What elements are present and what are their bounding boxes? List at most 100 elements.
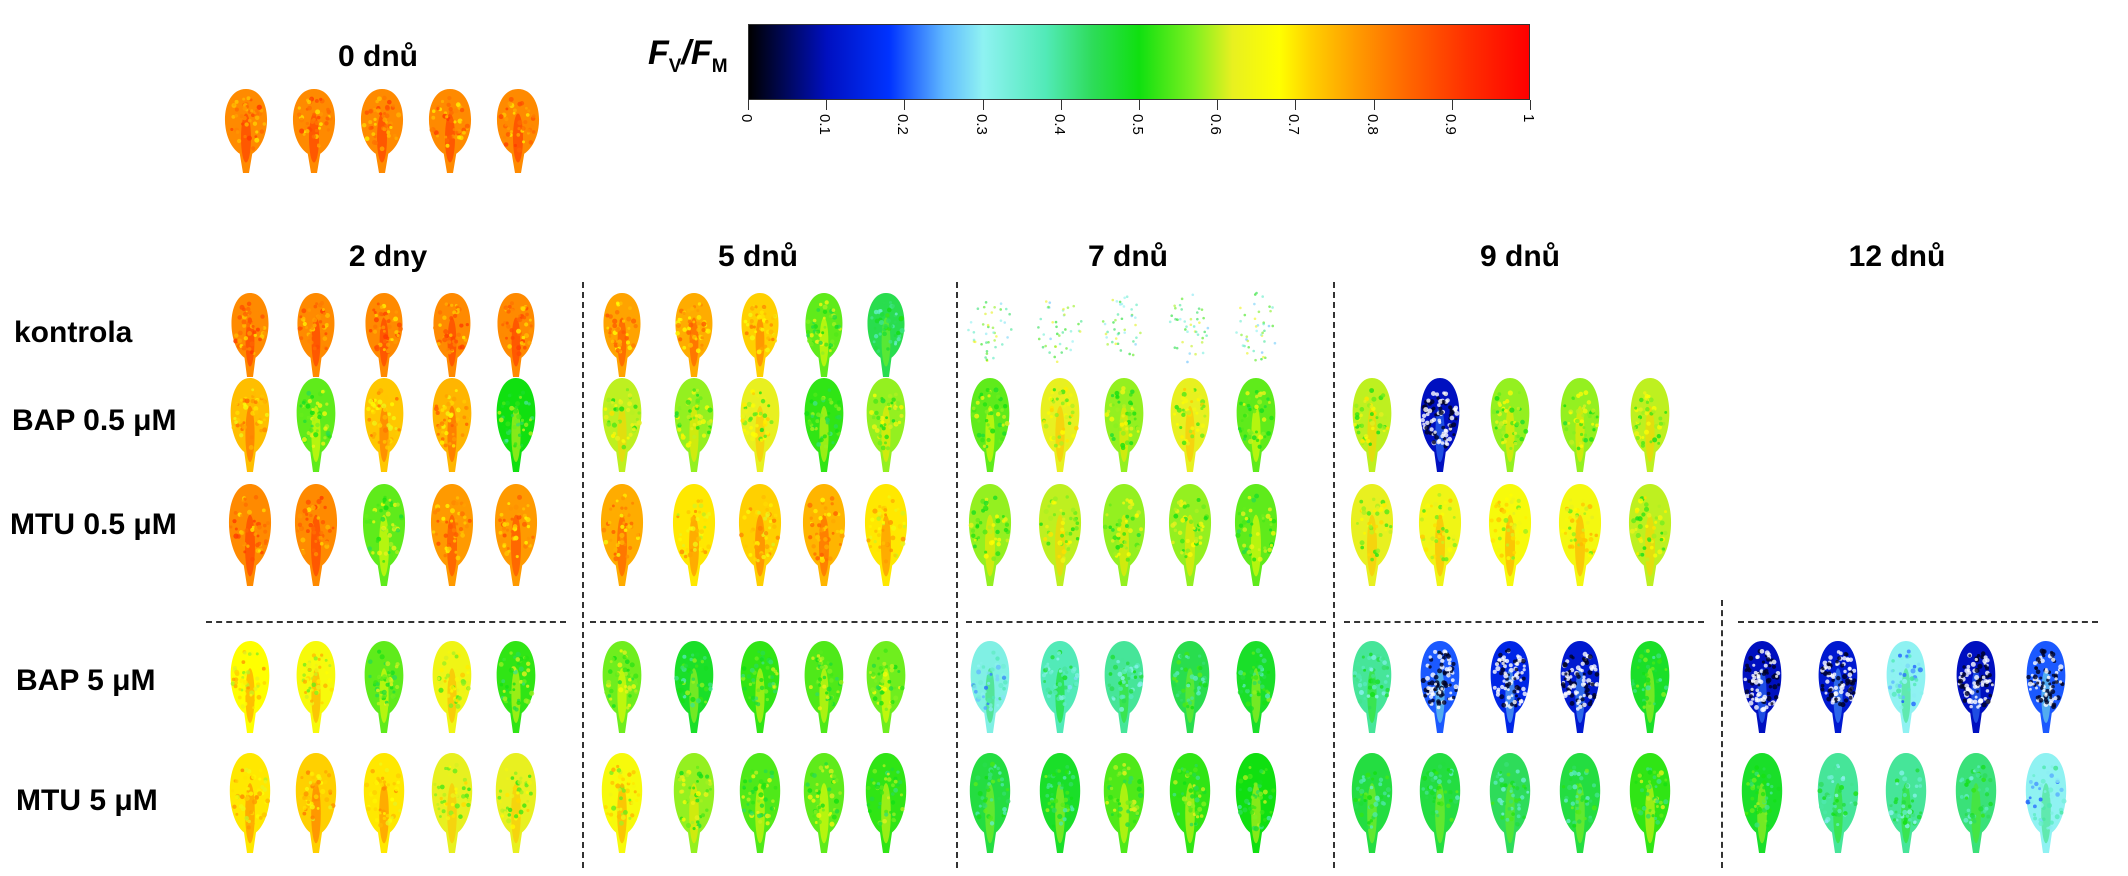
row-label-bap-low: BAP 0.5 μM	[12, 404, 177, 437]
leaf-day0	[292, 89, 336, 173]
leaf-4-2-2	[1103, 753, 1145, 853]
leaf-1-3-4	[1630, 378, 1670, 472]
leaf-3-1-4	[866, 641, 906, 733]
leaf-2-1-3	[802, 484, 846, 586]
separator-horizontal	[966, 621, 1326, 623]
leaf-3-2-3	[1170, 641, 1210, 733]
separator-vertical	[1333, 282, 1335, 868]
separator-vertical	[1721, 600, 1723, 868]
leaf-3-0-0	[230, 641, 270, 733]
leaf-2-2-0	[968, 484, 1012, 586]
leaf-2-1-2	[738, 484, 782, 586]
leaf-day0	[496, 89, 540, 173]
leaf-1-0-3	[432, 378, 472, 472]
colorbar-tick	[1139, 100, 1140, 110]
leaf-3-1-0	[602, 641, 642, 733]
leaf-0-1-3	[805, 293, 843, 377]
leaf-3-3-2	[1490, 641, 1530, 733]
leaf-1-0-1	[296, 378, 336, 472]
leaf-3-2-2	[1104, 641, 1144, 733]
leaf-3-4-1	[1818, 641, 1858, 733]
leaf-day0	[224, 89, 268, 173]
leaf-1-0-4	[496, 378, 536, 472]
leaf-4-2-1	[1039, 753, 1081, 853]
leaf-0-0-4	[497, 293, 535, 377]
leaf-4-3-0	[1351, 753, 1393, 853]
leaf-1-3-1	[1420, 378, 1460, 472]
leaf-2-0-1	[294, 484, 338, 586]
leaf-2-1-4	[864, 484, 908, 586]
leaf-0-1-1	[675, 293, 713, 377]
leaf-0-2-4	[1235, 291, 1277, 362]
leaf-2-3-2	[1488, 484, 1532, 586]
colorbar-tick	[982, 100, 984, 110]
leaf-1-2-2	[1104, 378, 1144, 472]
separator-vertical	[956, 282, 958, 868]
leaf-3-0-4	[496, 641, 536, 733]
leaf-3-4-2	[1886, 641, 1926, 733]
leaf-2-1-1	[672, 484, 716, 586]
leaf-4-2-4	[1235, 753, 1277, 853]
leaf-1-2-0	[970, 378, 1010, 472]
leaf-2-0-0	[228, 484, 272, 586]
leaf-4-1-3	[803, 753, 845, 853]
column-header-12-days: 12 dnů	[1848, 240, 1946, 273]
leaf-1-3-2	[1490, 378, 1530, 472]
initial-header: 0 dnů	[338, 40, 418, 73]
leaf-2-0-3	[430, 484, 474, 586]
leaf-4-1-1	[673, 753, 715, 853]
colorbar-tick	[904, 100, 906, 110]
leaf-1-1-3	[804, 378, 844, 472]
leaf-1-2-1	[1040, 378, 1080, 472]
leaf-3-0-3	[432, 641, 472, 733]
column-header-5-days: 5 dnů	[718, 240, 798, 273]
leaf-3-0-2	[364, 641, 404, 733]
leaf-0-2-3	[1168, 293, 1210, 364]
leaf-3-3-1	[1420, 641, 1460, 733]
leaf-0-0-2	[365, 293, 403, 377]
leaf-4-4-2	[1885, 753, 1927, 853]
leaf-3-3-0	[1352, 641, 1392, 733]
leaf-4-4-4	[2025, 753, 2067, 853]
leaf-4-2-3	[1169, 753, 1211, 853]
leaf-3-2-0	[970, 641, 1010, 733]
leaf-0-2-2	[1101, 295, 1142, 357]
column-header-9-days: 9 dnů	[1480, 240, 1560, 273]
leaf-4-1-0	[601, 753, 643, 853]
row-label-mtu-low: MTU 0.5 μM	[10, 508, 177, 541]
leaf-3-1-3	[804, 641, 844, 733]
separator-horizontal	[206, 621, 566, 623]
leaf-3-3-3	[1560, 641, 1600, 733]
leaf-0-1-2	[741, 293, 779, 377]
leaf-3-4-3	[1956, 641, 1996, 733]
leaf-3-4-4	[2026, 641, 2066, 733]
leaf-1-0-2	[364, 378, 404, 472]
leaf-4-0-0	[229, 753, 271, 853]
leaf-0-0-1	[297, 293, 335, 377]
leaf-1-2-3	[1170, 378, 1210, 472]
leaf-0-1-0	[603, 293, 641, 377]
leaf-2-2-2	[1102, 484, 1146, 586]
leaf-4-3-1	[1419, 753, 1461, 853]
colorbar-title: FV/FM	[648, 34, 728, 77]
leaf-1-3-0	[1352, 378, 1392, 472]
colorbar-tick	[748, 100, 749, 110]
leaf-4-4-3	[1955, 753, 1997, 853]
leaf-3-0-1	[296, 641, 336, 733]
leaf-2-0-2	[362, 484, 406, 586]
leaf-2-0-4	[494, 484, 538, 586]
colorbar-tick	[1373, 100, 1375, 110]
leaf-4-0-3	[431, 753, 473, 853]
leaf-1-1-4	[866, 378, 906, 472]
leaf-2-3-4	[1628, 484, 1672, 586]
row-label-control: kontrola	[14, 316, 133, 349]
leaf-4-3-3	[1559, 753, 1601, 853]
column-header-7-days: 7 dnů	[1088, 240, 1168, 273]
leaf-0-0-3	[433, 293, 471, 377]
leaf-4-2-0	[969, 753, 1011, 853]
leaf-1-1-0	[602, 378, 642, 472]
separator-horizontal	[590, 621, 948, 623]
leaf-0-2-0	[967, 301, 1013, 363]
